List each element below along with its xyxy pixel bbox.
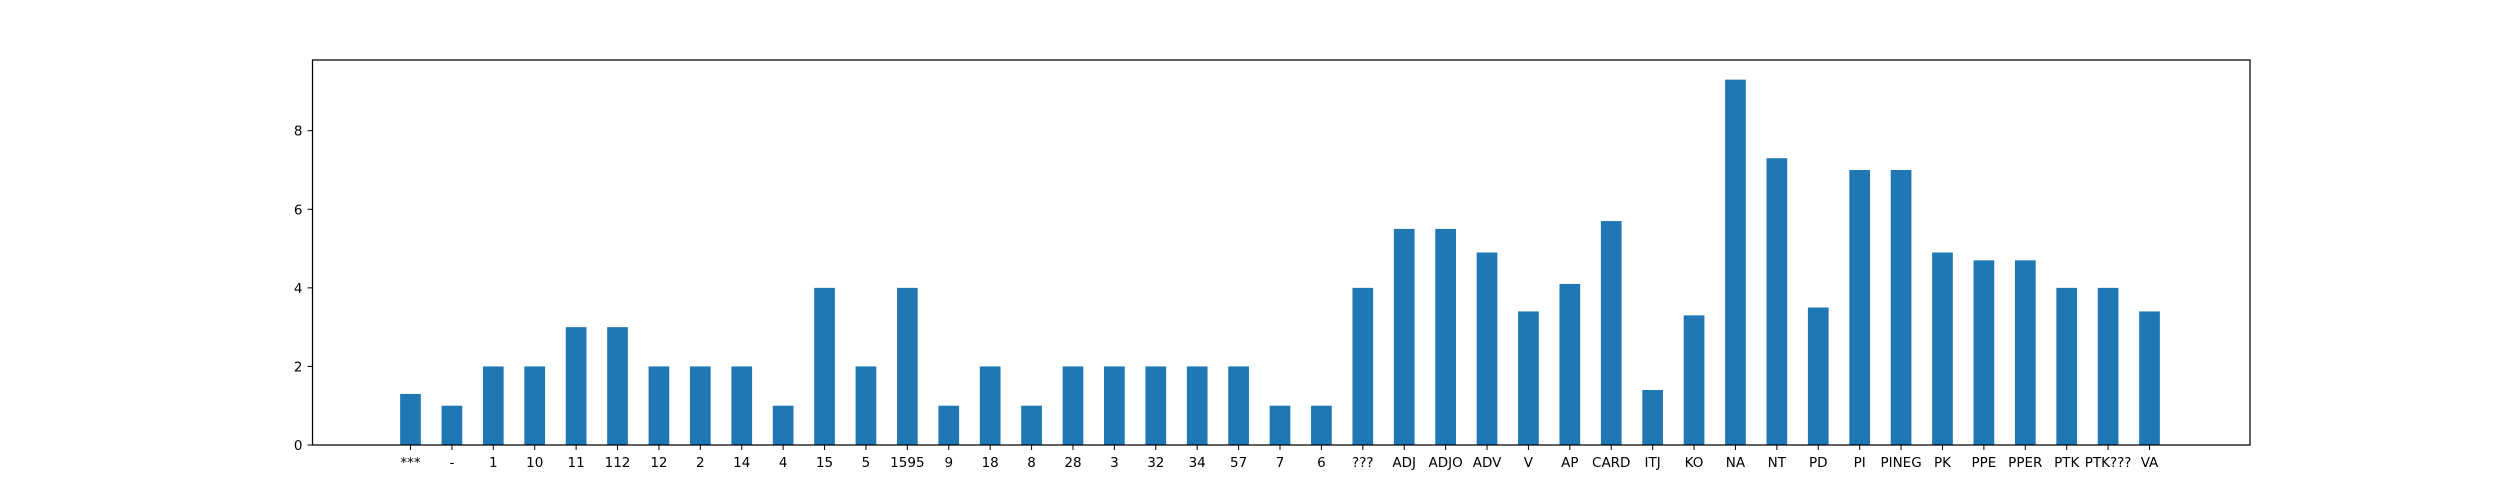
- bar-19: [1186, 366, 1208, 445]
- bar-15: [1021, 405, 1042, 445]
- y-tick-label-1: 2: [294, 359, 303, 375]
- x-tick-label-21: 7: [1276, 455, 1285, 471]
- y-axis: 0 2 4 6 8: [294, 124, 313, 454]
- x-tick-label-1: -: [449, 455, 454, 471]
- bar-42: [2139, 311, 2160, 445]
- bar-34: [1807, 307, 1829, 445]
- bar-13: [938, 405, 960, 445]
- x-tick-label-0: ***: [400, 455, 421, 471]
- bar-16: [1062, 366, 1084, 445]
- bar-38: [1973, 260, 1995, 445]
- bar-9: [772, 405, 794, 445]
- bar-32: [1725, 79, 1746, 446]
- x-tick-label-25: ADJO: [1428, 455, 1462, 471]
- x-axis: *** - 1 10 11 112 12 2 14 4 15 5 1595 9 18 8 28 3 32 34 57 7 6…: [400, 445, 2159, 471]
- bar-29: [1600, 221, 1622, 445]
- bar-31: [1683, 315, 1705, 445]
- bar-12: [897, 287, 918, 445]
- y-tick-label-3: 6: [294, 202, 303, 218]
- bar-30: [1642, 390, 1663, 445]
- bar-27: [1518, 311, 1539, 445]
- bar-22: [1311, 405, 1332, 445]
- x-tick-label-38: PPE: [1971, 455, 1996, 471]
- bar-36: [1890, 170, 1912, 445]
- bar-40: [2056, 287, 2078, 445]
- x-tick-label-10: 15: [816, 455, 833, 471]
- x-tick-label-39: PPER: [2008, 455, 2042, 471]
- bar-39: [2014, 260, 2036, 445]
- x-tick-label-16: 28: [1064, 455, 1081, 471]
- x-tick-label-32: NA: [1726, 455, 1746, 471]
- bar-11: [855, 366, 877, 445]
- bar-20: [1228, 366, 1249, 445]
- x-tick-label-28: AP: [1561, 455, 1578, 471]
- x-tick-label-8: 14: [733, 455, 750, 471]
- x-tick-label-42: VA: [2141, 455, 2159, 471]
- x-tick-label-6: 12: [650, 455, 667, 471]
- x-tick-label-9: 4: [779, 455, 788, 471]
- bar-17: [1104, 366, 1125, 445]
- bar-8: [731, 366, 753, 445]
- x-tick-label-14: 18: [982, 455, 999, 471]
- bars-group: [400, 79, 2160, 446]
- bar-23: [1352, 287, 1374, 445]
- x-tick-label-17: 3: [1110, 455, 1119, 471]
- bar-14: [979, 366, 1001, 445]
- x-tick-label-33: NT: [1768, 455, 1787, 471]
- x-tick-label-15: 8: [1027, 455, 1036, 471]
- bar-25: [1435, 228, 1456, 445]
- y-tick-label-2: 4: [294, 281, 303, 297]
- bar-26: [1476, 252, 1498, 445]
- x-tick-label-36: PINEG: [1880, 455, 1921, 471]
- x-tick-label-40: PTK: [2054, 455, 2080, 471]
- x-tick-label-13: 9: [944, 455, 953, 471]
- x-tick-label-3: 10: [526, 455, 543, 471]
- x-tick-label-19: 34: [1189, 455, 1206, 471]
- bar-7: [689, 366, 711, 445]
- x-tick-label-34: PD: [1809, 455, 1828, 471]
- bar-28: [1559, 283, 1581, 445]
- x-tick-label-31: KO: [1685, 455, 1704, 471]
- x-tick-label-22: 6: [1317, 455, 1326, 471]
- x-tick-label-20: 57: [1230, 455, 1247, 471]
- x-tick-label-11: 5: [862, 455, 871, 471]
- bar-10: [814, 287, 835, 445]
- x-tick-label-41: PTK???: [2085, 455, 2132, 471]
- plot-frame: [311, 59, 2251, 446]
- bar-41: [2097, 287, 2119, 445]
- bar-4: [565, 327, 587, 445]
- bar-37: [1932, 252, 1953, 445]
- bar-18: [1145, 366, 1167, 445]
- bar-1: [441, 405, 463, 445]
- x-tick-label-35: PI: [1854, 455, 1866, 471]
- bar-6: [648, 366, 670, 445]
- x-tick-label-27: V: [1524, 455, 1534, 471]
- x-tick-label-12: 1595: [890, 455, 924, 471]
- x-tick-label-5: 112: [605, 455, 631, 471]
- bar-24: [1393, 228, 1415, 445]
- bar-33: [1766, 158, 1788, 445]
- x-tick-label-30: ITJ: [1645, 455, 1661, 471]
- x-tick-label-23: ???: [1352, 455, 1374, 471]
- x-tick-label-26: ADV: [1473, 455, 1502, 471]
- y-tick-label-4: 8: [294, 124, 303, 140]
- x-tick-label-2: 1: [489, 455, 498, 471]
- bar-35: [1849, 170, 1871, 445]
- bar-21: [1269, 405, 1291, 445]
- bar-2: [482, 366, 504, 445]
- x-tick-label-18: 32: [1147, 455, 1164, 471]
- x-tick-label-24: ADJ: [1392, 455, 1416, 471]
- x-tick-label-4: 11: [568, 455, 585, 471]
- bar-3: [524, 366, 546, 445]
- x-tick-label-7: 2: [696, 455, 705, 471]
- x-tick-label-37: PK: [1934, 455, 1952, 471]
- y-tick-label-0: 0: [294, 438, 303, 454]
- bar-5: [607, 327, 628, 445]
- x-tick-label-29: CARD: [1592, 455, 1630, 471]
- bar-0: [400, 393, 421, 445]
